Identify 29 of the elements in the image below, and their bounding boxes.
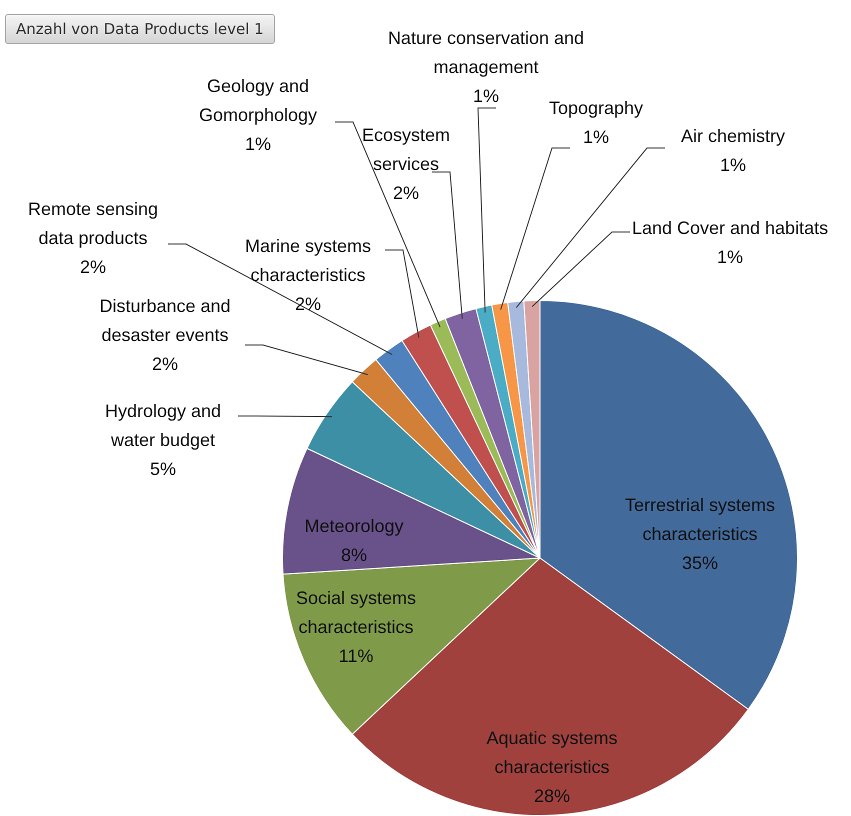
slice-label: Ecosystem services	[362, 124, 450, 174]
data-label: 1%	[716, 246, 744, 267]
slice-label: Air chemistry	[680, 126, 786, 146]
data-label: 28%	[534, 786, 570, 806]
chart-title: Anzahl von Data Products level 1	[5, 14, 275, 44]
data-label: 2%	[294, 294, 322, 314]
data-label: 1%	[244, 134, 272, 154]
data-label: 2%	[152, 354, 178, 374]
slice-label: Nature conservation and management	[388, 28, 584, 77]
slice-label: Geology and Gomorphology	[198, 76, 318, 125]
data-label: 1%	[472, 86, 500, 106]
slice-label: Hydrology and water budget	[104, 400, 222, 450]
data-label: 1%	[582, 126, 610, 147]
slice-label: Land Cover and habitats	[632, 218, 828, 238]
slice-label: Marine systems characteristics	[244, 236, 372, 285]
data-label: 2%	[80, 256, 106, 277]
data-label: 2%	[392, 182, 420, 203]
data-label: 11%	[338, 646, 374, 666]
slice-label: Topography	[548, 98, 644, 118]
slice-label: Meteorology	[304, 516, 404, 536]
data-label: 8%	[340, 544, 368, 565]
data-label: 35%	[682, 552, 718, 573]
slice-label: Disturbance and desaster events	[99, 296, 231, 345]
slice-label: Aquatic systems characteristics	[486, 728, 618, 777]
slice-label: Remote sensing data products	[28, 198, 158, 248]
slice-label: Terrestrial systems characteristics	[624, 494, 776, 544]
slice-label: Social systems characteristics	[296, 588, 416, 637]
data-label: 1%	[720, 154, 746, 175]
data-label: 5%	[150, 458, 176, 479]
